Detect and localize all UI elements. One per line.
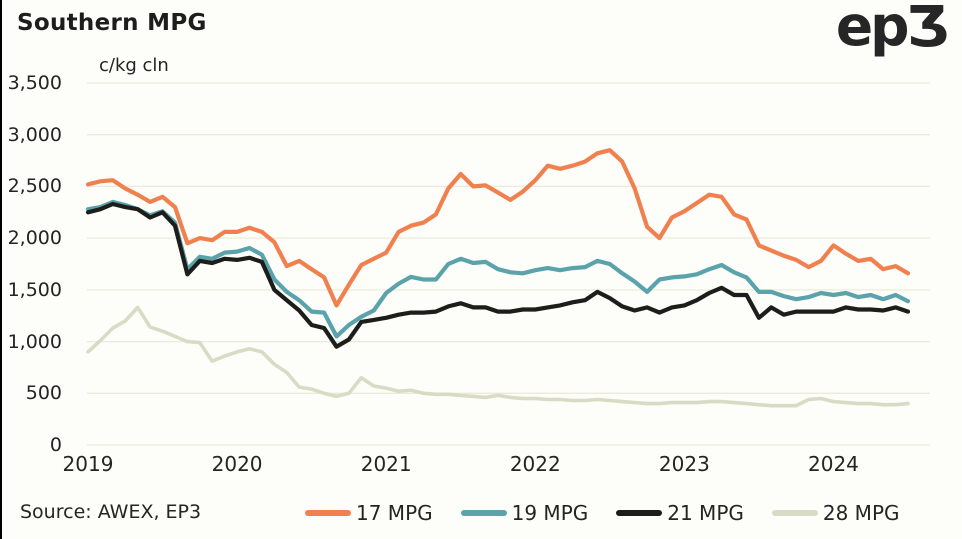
legend-label-19-mpg: 19 MPG [511, 501, 589, 525]
y-axis-unit-label: c/kg cln [99, 55, 169, 76]
series-line-17-mpg [85, 148, 911, 308]
legend-label-17-mpg: 17 MPG [356, 501, 433, 525]
legend-swatch-21-mpg [616, 510, 663, 516]
series-line-28-mpg [86, 305, 910, 408]
screen-left-edge [0, 0, 2, 539]
page-title: Southern MPG [17, 10, 207, 36]
x-axis-tick-labels: 2019 2020 2021 2022 2023 2024 [0, 452, 962, 480]
y-tick-label: 3,000 [7, 123, 62, 146]
legend-swatch-19-mpg [460, 510, 507, 516]
legend-item-28-mpg: 28 MPG [771, 501, 900, 525]
legend-swatch-17-mpg [305, 510, 351, 516]
legend-swatch-28-mpg [771, 510, 818, 516]
x-tick-label: 2024 [808, 452, 859, 476]
legend-item-21-mpg: 21 MPG [616, 501, 744, 525]
y-tick-label: 1,500 [7, 278, 62, 301]
legend-label-28-mpg: 28 MPG [822, 501, 900, 525]
x-tick-label: 2020 [211, 452, 263, 476]
y-tick-label: 3,500 [7, 72, 62, 94]
legend-item-19-mpg: 19 MPG [460, 501, 589, 525]
x-tick-label: 2019 [62, 452, 114, 476]
x-tick-label: 2022 [509, 452, 561, 476]
y-tick-label: 0 [49, 434, 62, 456]
x-tick-label: 2021 [360, 452, 412, 476]
y-tick-label: 2,500 [7, 175, 62, 198]
y-tick-label: 2,000 [7, 227, 62, 250]
y-tick-label: 1,000 [7, 330, 62, 353]
legend: 17 MPG 19 MPG 21 MPG 28 MPG [305, 498, 900, 528]
legend-label-21-mpg: 21 MPG [667, 501, 744, 525]
series-line-21-mpg [85, 201, 911, 349]
legend-item-17-mpg: 17 MPG [305, 501, 433, 525]
y-axis-tick-labels: 0 500 1,000 1,500 2,000 2,500 3,000 3,500 [0, 0, 62, 500]
series-line-19-mpg [85, 199, 911, 339]
y-tick-label: 500 [25, 382, 62, 405]
source-note: Source: AWEX, EP3 [20, 501, 202, 523]
x-tick-label: 2023 [658, 452, 710, 476]
ep3-logo: epƷ [835, 0, 949, 58]
